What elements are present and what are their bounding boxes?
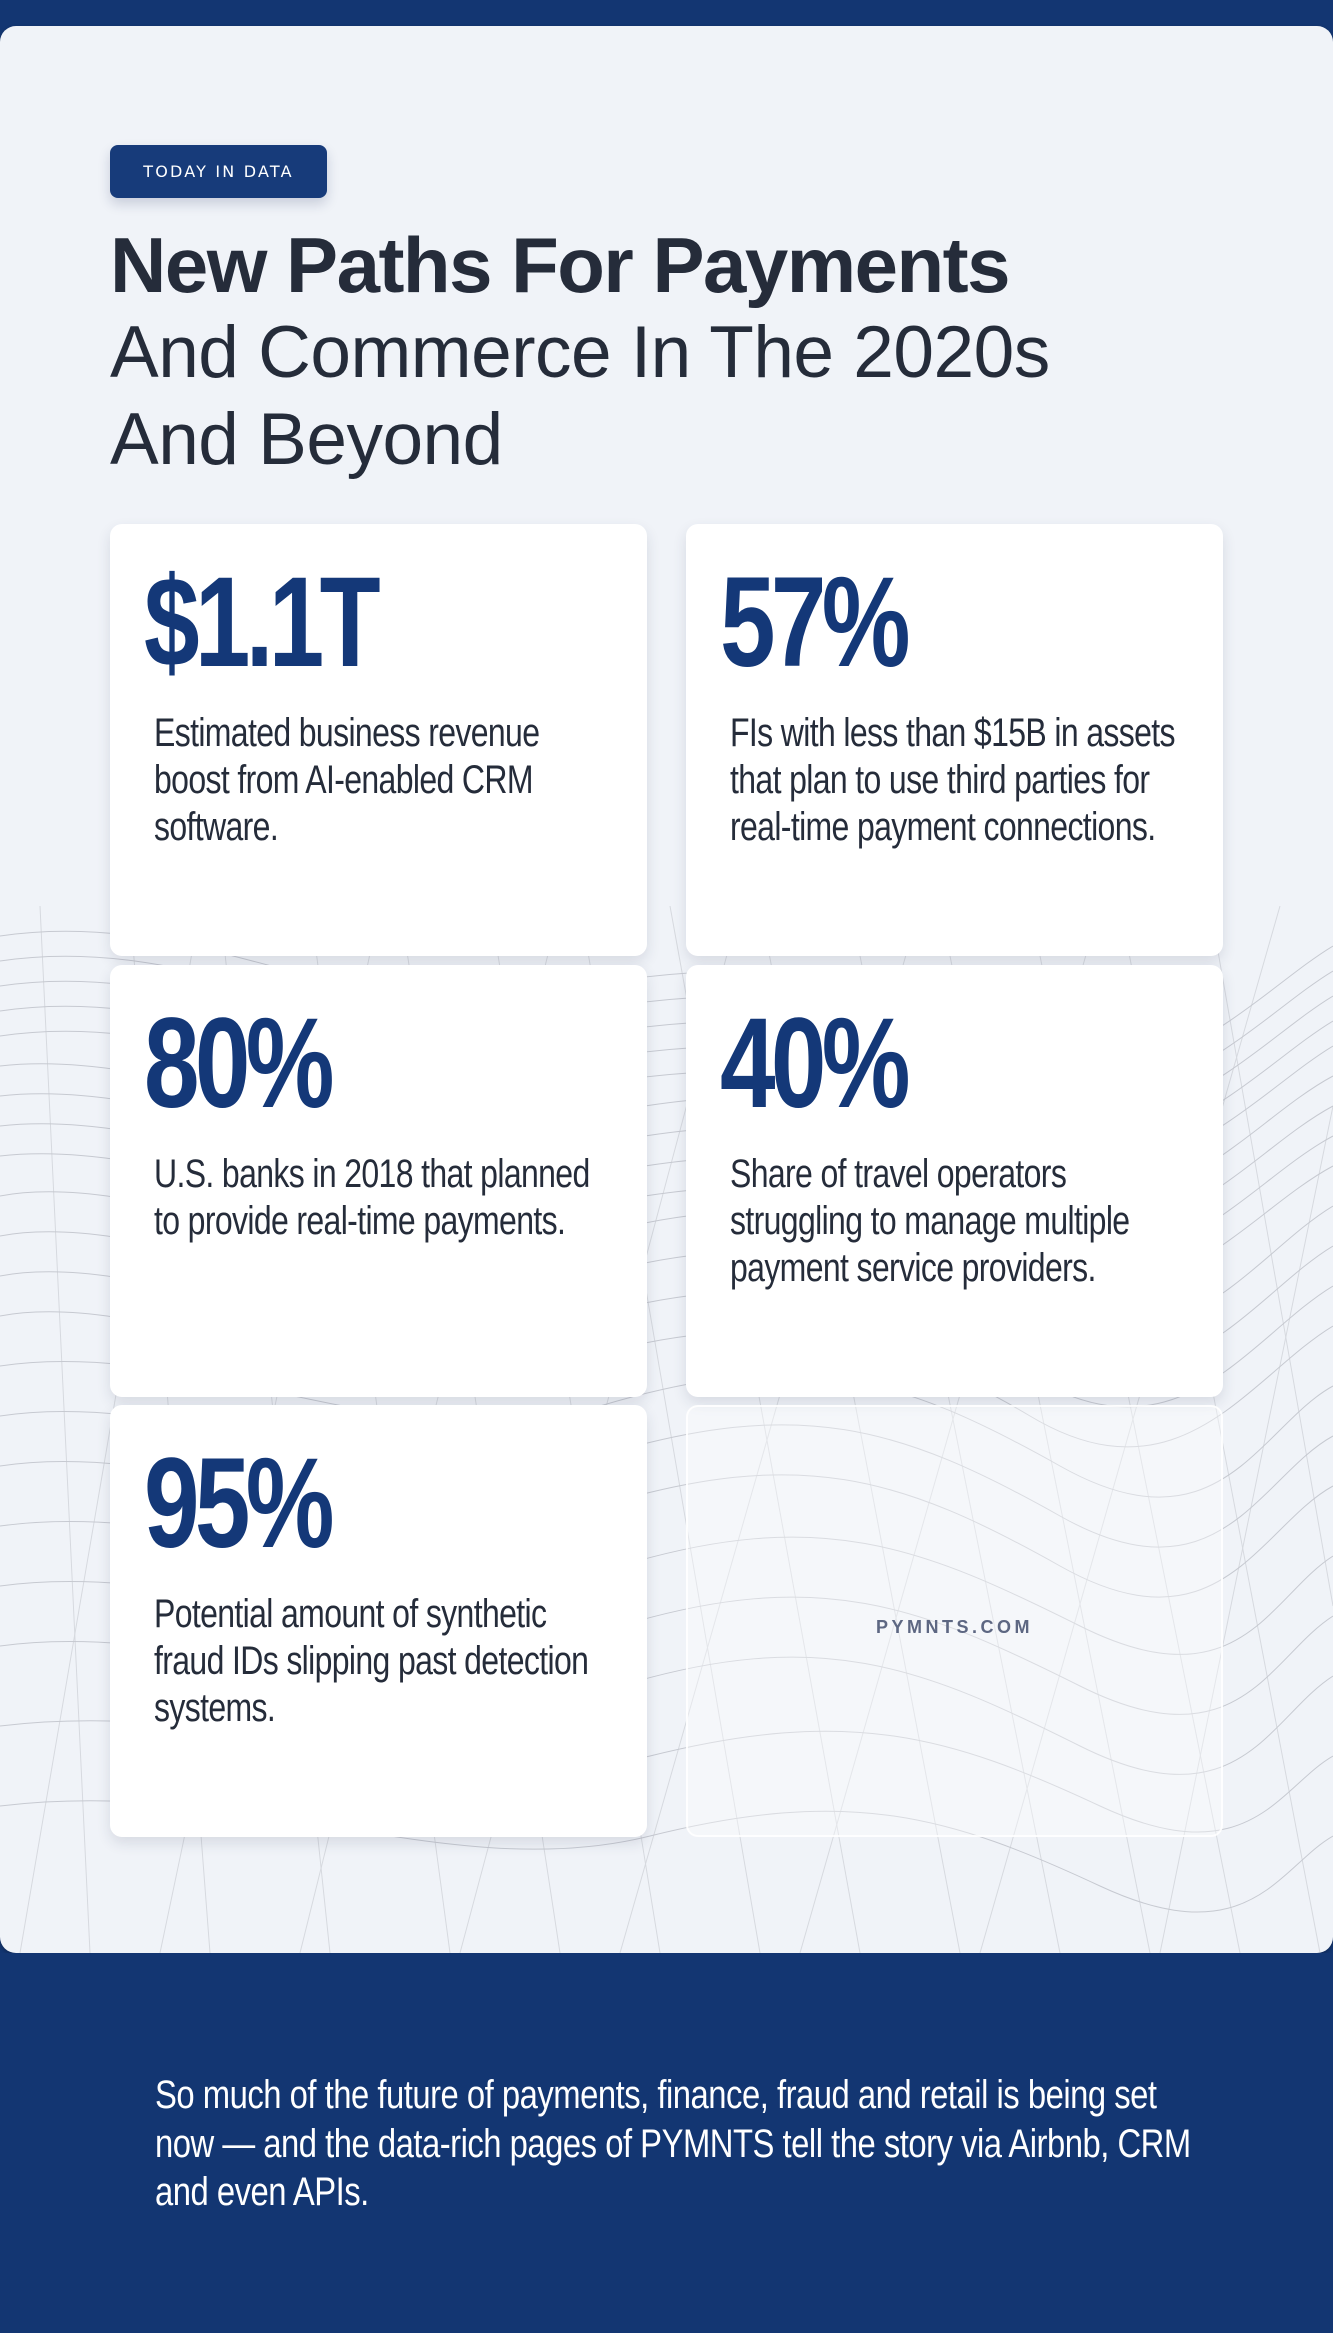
brand-label[interactable]: PYMNTS.COM [875, 1617, 1033, 1637]
stat-card: 40% Share of travel operators struggling… [686, 965, 1223, 1397]
stat-description: U.S. banks in 2018 that planned to provi… [154, 1152, 590, 1243]
stat-card: 80% U.S. banks in 2018 that planned to p… [110, 965, 647, 1397]
stat-description: Potential amount of synthetic fraud IDs … [154, 1592, 589, 1730]
page-title: New Paths For Payments And Commerce In T… [110, 222, 1260, 483]
brand-card: PYMNTS.COM [686, 1405, 1223, 1837]
content-panel: TODAY IN DATA New Paths For Payments And… [0, 26, 1333, 1953]
stat-card: $1.1T Estimated business revenue boost f… [110, 524, 647, 956]
title-bold-line: New Paths For Payments [110, 221, 1010, 309]
top-band [0, 0, 1333, 26]
stat-value: 95% [144, 1432, 334, 1575]
stat-description: FIs with less than $15B in assets that p… [730, 711, 1176, 849]
stat-value: 40% [720, 992, 910, 1135]
footer-text: So much of the future of payments, finan… [155, 2073, 1191, 2214]
tag-label: TODAY IN DATA [143, 162, 294, 181]
stat-value: 57% [720, 551, 910, 694]
stat-value: 80% [144, 992, 334, 1135]
stat-description: Estimated business revenue boost from AI… [154, 711, 540, 849]
today-in-data-tag: TODAY IN DATA [110, 145, 327, 198]
title-light-line-1: And Commerce In The 2020s [110, 312, 1050, 393]
stat-value: $1.1T [144, 551, 381, 694]
title-light-line-2: And Beyond [110, 399, 503, 480]
stat-card: 57% FIs with less than $15B in assets th… [686, 524, 1223, 956]
stat-card: 95% Potential amount of synthetic fraud … [110, 1405, 647, 1837]
stat-description: Share of travel operators struggling to … [730, 1152, 1130, 1290]
footer: So much of the future of payments, finan… [0, 1953, 1333, 2333]
